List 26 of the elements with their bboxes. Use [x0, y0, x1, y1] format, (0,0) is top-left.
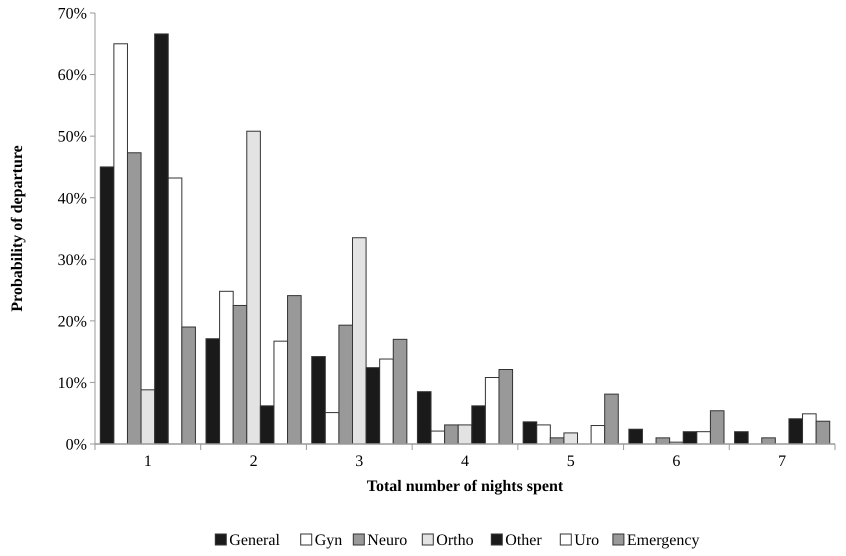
y-tick-label: 30%: [58, 252, 87, 269]
x-tick-label: 5: [566, 453, 575, 470]
bar: [628, 428, 643, 444]
x-tick-label: 2: [250, 453, 258, 470]
x-axis-title: Total number of nights spent: [366, 478, 564, 495]
x-tick-label: 4: [461, 453, 469, 470]
x-tick-label: 6: [672, 453, 680, 470]
y-tick-label: 70%: [58, 6, 87, 23]
bar: [734, 431, 749, 444]
legend-label: Neuro: [367, 532, 408, 549]
legend-label: General: [229, 532, 280, 549]
x-tick-label: 3: [355, 453, 364, 470]
legend-label: Ortho: [436, 532, 474, 549]
y-axis-title: Probability of departure: [9, 145, 26, 312]
y-tick-label: 50%: [58, 128, 87, 146]
y-tick-label: 10%: [58, 375, 87, 392]
x-tick-label: 1: [144, 453, 152, 470]
legend-label: Other: [505, 532, 542, 549]
legend-label: Emergency: [626, 532, 700, 549]
y-tick-label: 0%: [66, 436, 87, 454]
x-tick-label: 7: [778, 453, 786, 470]
y-tick-label: 40%: [58, 190, 87, 208]
legend-label: Gyn: [314, 532, 342, 549]
legend-label: Uro: [574, 532, 600, 549]
y-tick-label: 60%: [58, 67, 87, 84]
y-tick-label: 20%: [58, 313, 87, 330]
